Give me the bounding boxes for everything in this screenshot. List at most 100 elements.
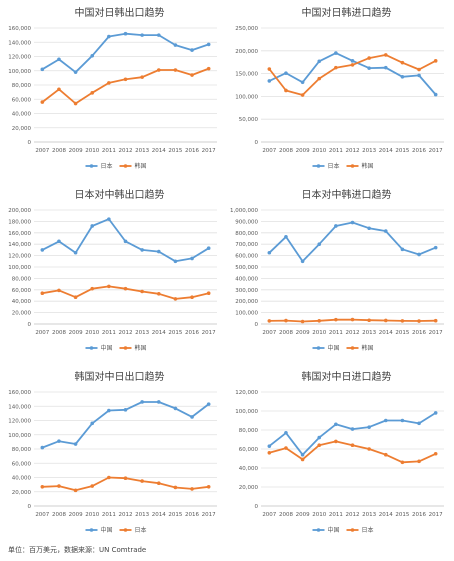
y-tick-label: 20,000 xyxy=(12,126,32,132)
data-point xyxy=(123,239,128,244)
data-point xyxy=(267,451,272,455)
data-point xyxy=(300,319,305,324)
y-tick-label: 100,000 xyxy=(235,311,258,317)
data-point xyxy=(284,234,288,239)
data-point xyxy=(284,71,288,75)
x-tick-label: 2012 xyxy=(346,148,360,154)
x-tick-label: 2013 xyxy=(135,512,149,518)
y-tick-label: 140,000 xyxy=(8,242,31,248)
x-tick-label: 2013 xyxy=(135,330,149,336)
data-point xyxy=(417,73,421,78)
data-point xyxy=(140,75,144,79)
data-point xyxy=(107,34,111,39)
data-point xyxy=(90,421,95,426)
x-tick-label: 2016 xyxy=(412,330,426,336)
data-point xyxy=(383,452,388,457)
y-tick-label: 20,000 xyxy=(12,311,32,317)
x-tick-label: 2014 xyxy=(152,512,166,518)
data-point xyxy=(350,317,355,322)
data-point xyxy=(190,48,194,52)
y-tick-label: 120,000 xyxy=(8,55,31,61)
data-point xyxy=(367,66,371,70)
x-tick-label: 2011 xyxy=(329,512,343,518)
x-tick-label: 2015 xyxy=(168,148,182,154)
data-point xyxy=(267,67,272,71)
data-point xyxy=(107,408,111,413)
legend-label: 日本 xyxy=(135,526,147,534)
data-point xyxy=(334,51,338,55)
data-point xyxy=(107,81,111,85)
data-point xyxy=(367,56,371,60)
data-point xyxy=(206,402,211,406)
data-point xyxy=(73,488,78,493)
x-tick-label: 2010 xyxy=(312,512,326,518)
chart-title: 韩国对中日进口趋势 xyxy=(302,370,392,383)
x-tick-label: 2015 xyxy=(395,330,409,336)
y-tick-label: 50,000 xyxy=(239,117,259,123)
x-tick-label: 2010 xyxy=(312,148,326,154)
data-point xyxy=(140,400,144,404)
y-tick-label: 0 xyxy=(28,140,32,146)
series-line-2 xyxy=(41,67,210,105)
data-point xyxy=(107,475,111,480)
y-tick-label: 40,000 xyxy=(12,112,32,118)
data-point xyxy=(156,249,161,254)
data-point xyxy=(300,259,305,264)
data-point xyxy=(400,74,405,79)
y-tick-label: 100,000 xyxy=(235,94,258,100)
x-tick-label: 2008 xyxy=(52,512,66,518)
data-point xyxy=(107,284,111,289)
data-point xyxy=(40,67,45,72)
x-tick-label: 2015 xyxy=(168,512,182,518)
legend-label: 中国 xyxy=(328,344,340,352)
legend-label: 日本 xyxy=(101,162,113,170)
data-point xyxy=(173,43,178,47)
legend-marker xyxy=(89,164,94,168)
chart-panel-6: 韩国对中日进口趋势 0 20,000 40,000 60,000 80,000 100,00… xyxy=(235,370,444,534)
data-point xyxy=(334,317,338,322)
x-tick-label: 2007 xyxy=(35,148,49,154)
data-point xyxy=(383,318,388,323)
y-tick-label: 40,000 xyxy=(239,466,259,472)
data-point xyxy=(156,481,161,486)
y-tick-label: 800,000 xyxy=(235,231,258,237)
data-point xyxy=(57,484,61,488)
legend-marker xyxy=(89,346,94,350)
data-point xyxy=(350,427,355,431)
x-tick-label: 2007 xyxy=(35,330,49,336)
y-tick-label: 120,000 xyxy=(8,419,31,425)
data-point xyxy=(267,319,272,323)
data-point xyxy=(433,92,438,97)
data-point xyxy=(367,318,371,323)
data-point xyxy=(400,319,405,323)
x-tick-label: 2014 xyxy=(152,148,166,154)
data-point xyxy=(90,286,95,291)
x-tick-label: 2014 xyxy=(379,148,393,154)
chart-title: 韩国对中日出口趋势 xyxy=(75,370,165,383)
data-point xyxy=(317,435,322,440)
legend-marker xyxy=(89,528,94,532)
x-tick-label: 2013 xyxy=(362,512,376,518)
y-tick-label: 100,000 xyxy=(8,265,31,271)
data-point xyxy=(350,220,355,225)
y-tick-label: 0 xyxy=(255,140,259,146)
y-tick-label: 0 xyxy=(28,322,32,328)
y-tick-label: 40,000 xyxy=(12,299,32,305)
legend-marker xyxy=(316,164,321,168)
x-tick-label: 2009 xyxy=(69,512,83,518)
x-tick-label: 2011 xyxy=(102,330,116,336)
data-point xyxy=(383,229,388,233)
x-tick-label: 2015 xyxy=(168,330,182,336)
data-point xyxy=(40,100,45,104)
x-tick-label: 2014 xyxy=(379,512,393,518)
data-point xyxy=(40,484,45,489)
y-tick-label: 160,000 xyxy=(8,231,31,237)
x-tick-label: 2009 xyxy=(296,512,310,518)
data-point xyxy=(400,460,405,465)
data-point xyxy=(284,446,288,450)
data-point xyxy=(190,73,194,77)
x-tick-label: 2016 xyxy=(185,148,199,154)
data-point xyxy=(367,425,371,429)
x-tick-label: 2009 xyxy=(69,148,83,154)
x-tick-label: 2012 xyxy=(346,512,360,518)
